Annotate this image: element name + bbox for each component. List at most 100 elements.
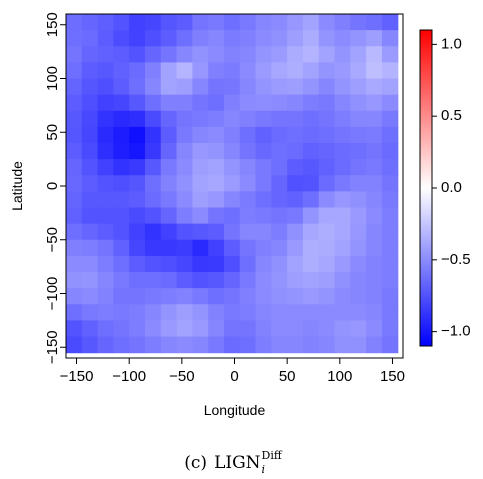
heatmap-cell <box>302 207 320 225</box>
heatmap-cell <box>192 46 209 63</box>
heatmap-cell <box>255 94 272 112</box>
heatmap-cell <box>176 78 193 96</box>
heatmap-cell <box>97 94 114 112</box>
heatmap-cell <box>97 30 114 47</box>
heatmap-cell <box>160 288 178 305</box>
heatmap-cell <box>176 304 193 321</box>
heatmap-cell <box>208 239 225 257</box>
heatmap-cell <box>287 191 304 209</box>
heatmap-cell <box>160 94 178 112</box>
heatmap-cell <box>302 46 320 63</box>
heatmap-cell <box>223 78 241 96</box>
heatmap-cell <box>239 159 257 176</box>
heatmap-cell <box>129 272 146 289</box>
heatmap-cell <box>381 272 399 289</box>
heatmap-cell <box>287 30 304 47</box>
colorbar-tick-label: 0.0 <box>441 179 462 196</box>
heatmap-cell <box>176 272 193 289</box>
heatmap-cell <box>255 143 272 160</box>
heatmap-cell <box>271 191 288 209</box>
heatmap-cell <box>97 78 114 96</box>
heatmap-cell <box>176 62 193 80</box>
heatmap-cell <box>255 62 272 80</box>
heatmap-cell <box>381 288 399 305</box>
heatmap-cell <box>239 94 257 112</box>
heatmap-cell <box>318 78 336 96</box>
x-tick-label: 50 <box>279 368 296 385</box>
heatmap-cell <box>176 159 193 176</box>
heatmap-cell <box>208 126 225 144</box>
heatmap-cell <box>113 304 130 321</box>
heatmap-cell <box>129 62 146 80</box>
heatmap-cell <box>271 288 288 305</box>
heatmap-cell <box>302 191 320 209</box>
heatmap-cell <box>81 272 99 289</box>
heatmap-cell <box>192 94 209 112</box>
heatmap-cell <box>223 62 241 80</box>
heatmap-cell <box>144 304 162 321</box>
heatmap-cell <box>144 30 162 47</box>
heatmap-cell <box>334 175 351 192</box>
heatmap-cell <box>97 207 114 225</box>
heatmap-cell <box>81 46 99 63</box>
heatmap-cell <box>334 46 351 63</box>
heatmap-cell <box>350 239 367 257</box>
heatmap-cell <box>81 78 99 96</box>
heatmap-cell <box>350 94 367 112</box>
heatmap-cell <box>208 207 225 225</box>
heatmap-cell <box>334 143 351 160</box>
heatmap-cell <box>366 239 383 257</box>
heatmap-cell <box>66 320 83 338</box>
caption-superscript: Diff <box>262 449 283 462</box>
heatmap-cell <box>129 288 146 305</box>
heatmap-cell <box>81 159 99 176</box>
heatmap-cell <box>66 62 83 80</box>
heatmap-cell <box>334 255 351 273</box>
heatmap-cell <box>223 304 241 321</box>
heatmap-cell <box>223 255 241 273</box>
heatmap-cell <box>192 78 209 96</box>
heatmap-cell <box>239 191 257 209</box>
heatmap-cell <box>160 272 178 289</box>
heatmap-cell <box>192 62 209 80</box>
heatmap-cell <box>366 255 383 273</box>
heatmap-cell <box>366 272 383 289</box>
heatmap-cell <box>223 94 241 112</box>
heatmap-cell <box>192 191 209 209</box>
heatmap-cell <box>255 320 272 338</box>
heatmap-cell <box>160 175 178 192</box>
y-tick-label: −50 <box>44 227 61 252</box>
heatmap-cell <box>381 304 399 321</box>
heatmap-cell <box>176 336 193 354</box>
heatmap-cell <box>97 320 114 338</box>
heatmap-cell <box>160 304 178 321</box>
x-tick-label: −50 <box>169 368 194 385</box>
heatmap-cells <box>66 14 399 354</box>
heatmap-cell <box>160 30 178 47</box>
heatmap-cell <box>81 126 99 144</box>
heatmap-cell <box>366 223 383 241</box>
colorbar-tick-label: 0.5 <box>441 107 462 124</box>
heatmap-cell <box>223 336 241 354</box>
heatmap-cell <box>160 78 178 96</box>
heatmap-cell <box>366 175 383 192</box>
heatmap-cell <box>81 62 99 80</box>
heatmap-cell <box>223 320 241 338</box>
heatmap-cell <box>366 159 383 176</box>
heatmap-cell <box>208 304 225 321</box>
heatmap-cell <box>192 288 209 305</box>
heatmap-cell <box>350 14 367 31</box>
heatmap-cell <box>66 336 83 354</box>
heatmap-cell <box>81 94 99 112</box>
heatmap-cell <box>287 110 304 128</box>
heatmap-cell <box>350 175 367 192</box>
heatmap-cell <box>287 320 304 338</box>
heatmap-cell <box>239 304 257 321</box>
heatmap-cell <box>144 46 162 63</box>
heatmap-cell <box>192 223 209 241</box>
heatmap-cell <box>271 320 288 338</box>
heatmap-cell <box>81 14 99 31</box>
heatmap-cell <box>239 320 257 338</box>
heatmap-cell <box>129 320 146 338</box>
